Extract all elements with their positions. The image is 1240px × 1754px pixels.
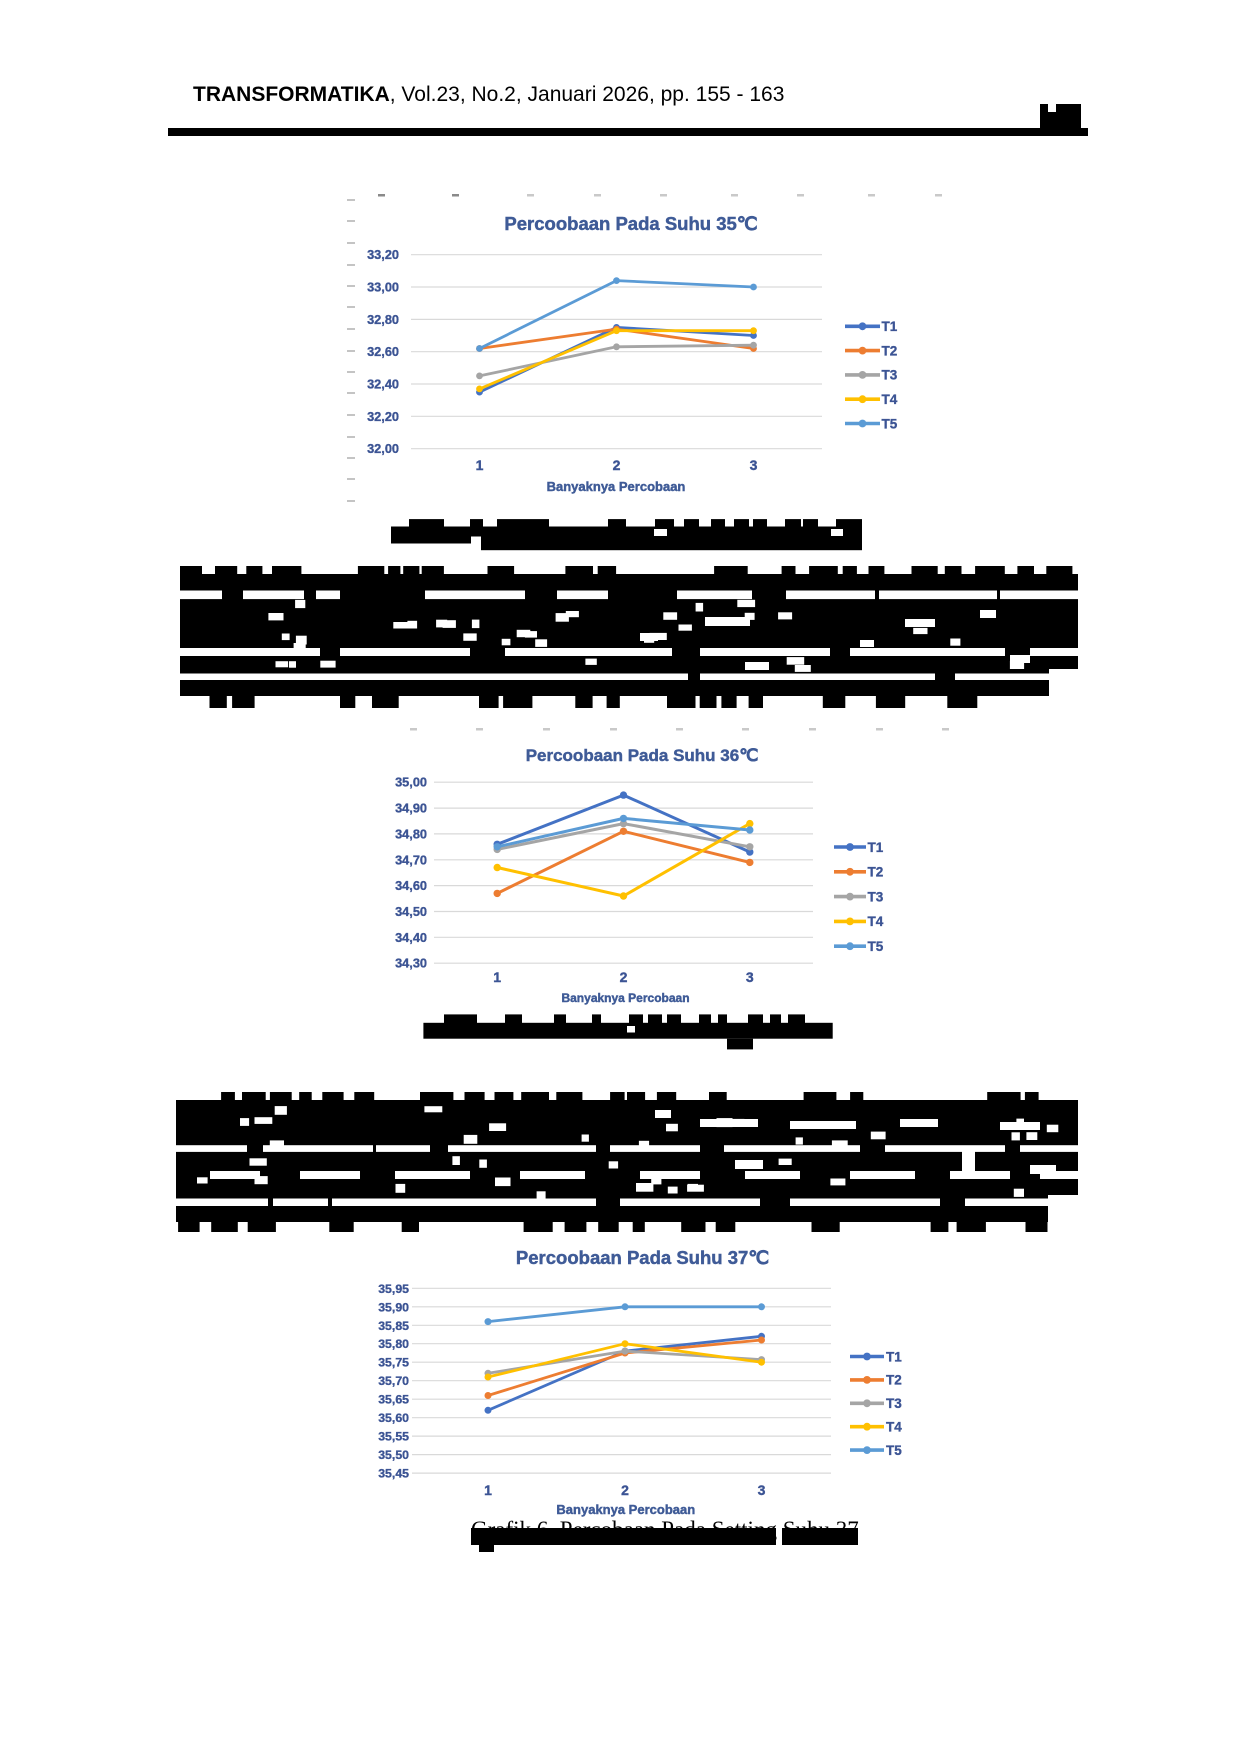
- svg-text:35,80: 35,80: [378, 1337, 409, 1351]
- svg-text:35,95: 35,95: [378, 1282, 409, 1296]
- svg-text:2: 2: [620, 969, 628, 985]
- svg-text:35,85: 35,85: [378, 1319, 409, 1333]
- svg-text:32,00: 32,00: [367, 441, 399, 456]
- svg-text:T2: T2: [868, 865, 884, 880]
- svg-text:3: 3: [750, 457, 758, 473]
- svg-text:35,50: 35,50: [378, 1448, 409, 1462]
- svg-text:34,80: 34,80: [395, 826, 427, 841]
- svg-text:32,40: 32,40: [367, 377, 399, 392]
- svg-text:33,00: 33,00: [367, 280, 399, 295]
- svg-text:34,40: 34,40: [395, 930, 427, 945]
- svg-text:3: 3: [758, 1482, 766, 1498]
- svg-text:T1: T1: [868, 840, 884, 855]
- svg-text:T5: T5: [886, 1443, 902, 1458]
- svg-text:33,20: 33,20: [367, 247, 399, 262]
- svg-text:34,90: 34,90: [395, 801, 427, 816]
- svg-text:T3: T3: [868, 889, 884, 904]
- svg-text:35,00: 35,00: [395, 775, 427, 790]
- svg-text:34,30: 34,30: [395, 956, 427, 971]
- svg-text:T1: T1: [882, 319, 898, 334]
- svg-text:35,75: 35,75: [378, 1356, 409, 1370]
- svg-text:T1: T1: [886, 1349, 902, 1364]
- svg-text:34,60: 34,60: [395, 878, 427, 893]
- svg-text:1: 1: [484, 1482, 492, 1498]
- svg-text:Percoobaan Pada Suhu 36℃: Percoobaan Pada Suhu 36℃: [526, 746, 759, 765]
- svg-text:2: 2: [621, 1482, 629, 1498]
- svg-text:3: 3: [746, 969, 754, 985]
- svg-text:34,50: 34,50: [395, 904, 427, 919]
- svg-text:T4: T4: [882, 392, 898, 407]
- svg-text:T2: T2: [882, 343, 898, 358]
- svg-text:35,90: 35,90: [378, 1300, 409, 1314]
- svg-text:T2: T2: [886, 1373, 902, 1388]
- svg-text:1: 1: [493, 969, 501, 985]
- svg-text:34,70: 34,70: [395, 852, 427, 867]
- svg-text:Banyaknya Percobaan: Banyaknya Percobaan: [556, 1502, 695, 1517]
- svg-text:32,80: 32,80: [367, 312, 399, 327]
- svg-text:35,45: 35,45: [378, 1467, 409, 1481]
- svg-text:T5: T5: [882, 416, 898, 431]
- svg-text:32,60: 32,60: [367, 344, 399, 359]
- svg-text:Banyaknya Percobaan: Banyaknya Percobaan: [561, 991, 689, 1005]
- svg-text:32,20: 32,20: [367, 409, 399, 424]
- svg-text:T3: T3: [882, 368, 898, 383]
- svg-text:35,70: 35,70: [378, 1374, 409, 1388]
- svg-text:1: 1: [476, 457, 484, 473]
- svg-text:T3: T3: [886, 1396, 902, 1411]
- svg-text:T4: T4: [886, 1420, 902, 1435]
- svg-text:T5: T5: [868, 939, 884, 954]
- svg-text:T4: T4: [868, 914, 884, 929]
- svg-text:Percoobaan Pada Suhu 35℃: Percoobaan Pada Suhu 35℃: [504, 213, 757, 234]
- svg-text:35,60: 35,60: [378, 1411, 409, 1425]
- svg-text:Percoobaan Pada Suhu 37℃: Percoobaan Pada Suhu 37℃: [516, 1247, 769, 1268]
- svg-text:35,65: 35,65: [378, 1393, 409, 1407]
- svg-text:Banyaknya Percobaan: Banyaknya Percobaan: [547, 479, 686, 494]
- svg-text:2: 2: [613, 457, 621, 473]
- svg-text:35,55: 35,55: [378, 1430, 409, 1444]
